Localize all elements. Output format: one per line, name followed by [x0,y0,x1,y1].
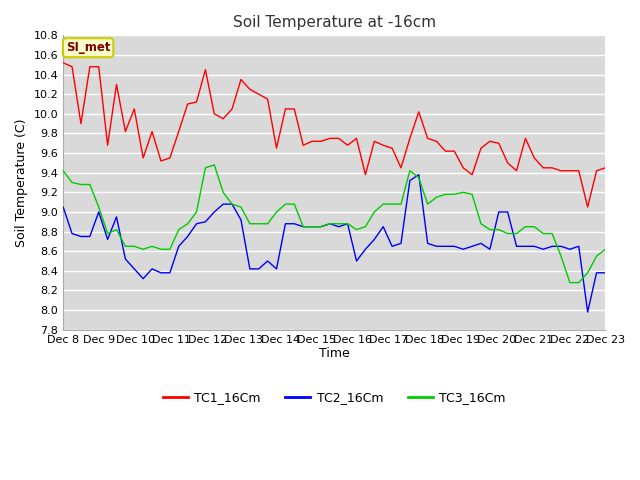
Legend: TC1_16Cm, TC2_16Cm, TC3_16Cm: TC1_16Cm, TC2_16Cm, TC3_16Cm [157,386,511,409]
X-axis label: Time: Time [319,348,349,360]
Y-axis label: Soil Temperature (C): Soil Temperature (C) [15,118,28,247]
Text: SI_met: SI_met [66,41,110,54]
Title: Soil Temperature at -16cm: Soil Temperature at -16cm [233,15,436,30]
